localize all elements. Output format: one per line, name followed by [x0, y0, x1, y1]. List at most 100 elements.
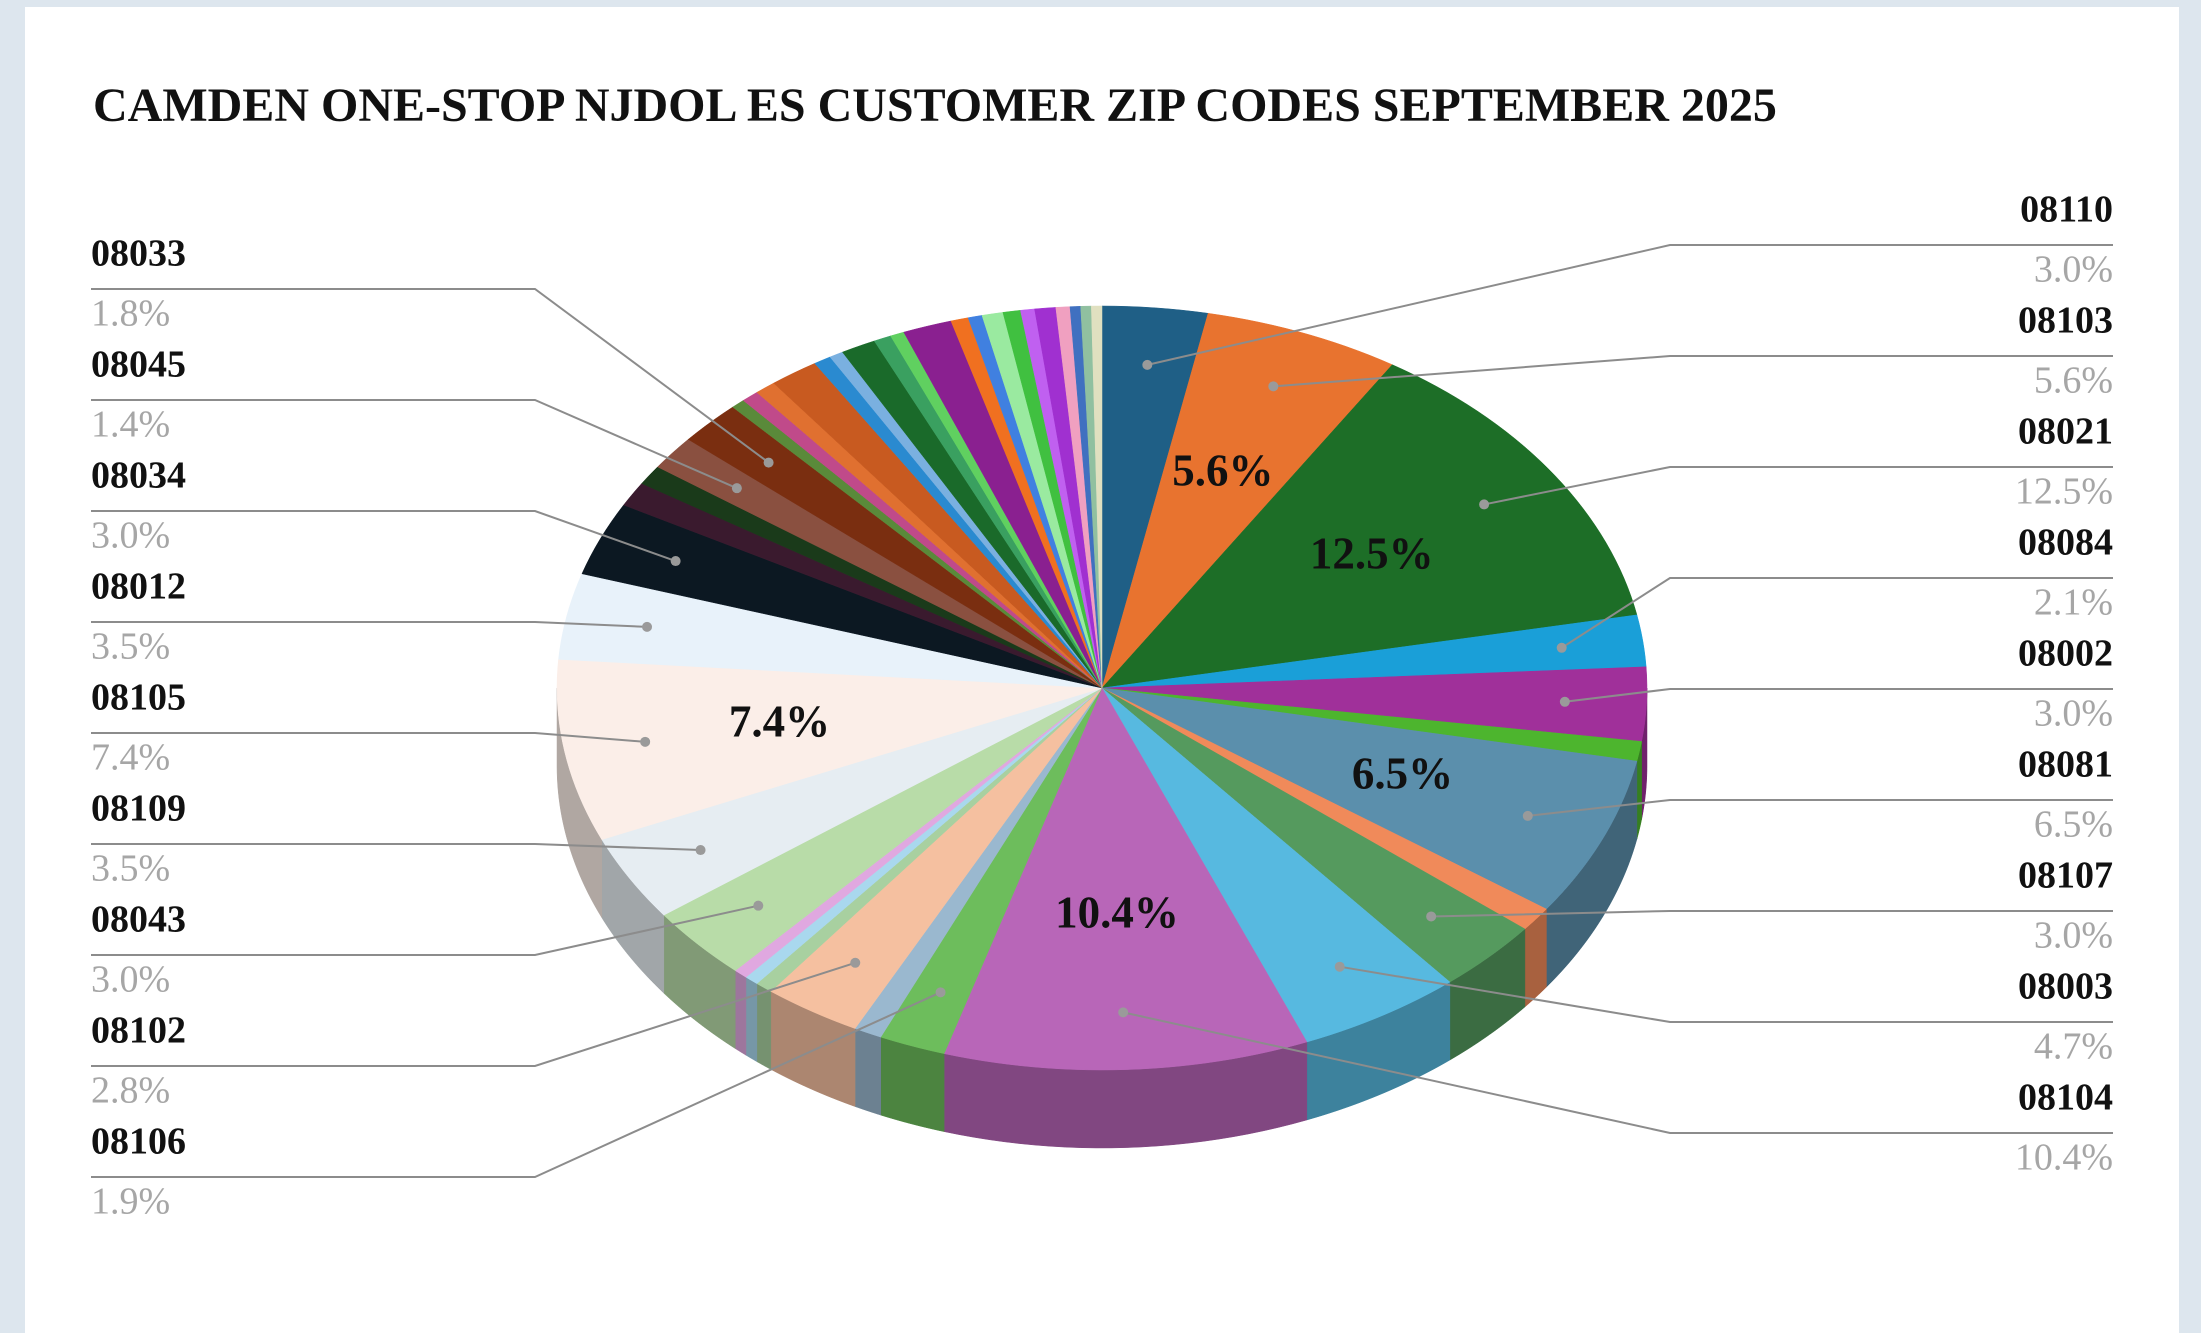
- leader-line: [1527, 799, 2113, 817]
- leader-line: [1483, 466, 2113, 506]
- slice: [558, 573, 1103, 689]
- slice: [1101, 687, 1526, 983]
- leader-line: [91, 991, 941, 1178]
- label-name: 08034: [91, 455, 186, 497]
- label-name: 08084: [2018, 522, 2113, 564]
- label-name: 08012: [91, 566, 186, 608]
- slice: [556, 659, 1103, 840]
- leader-dot: [670, 556, 681, 567]
- slice-label: 10.4%: [1055, 887, 1179, 937]
- leader-line: [91, 399, 738, 490]
- leader-dot: [753, 900, 764, 911]
- label-percent: 3.5%: [91, 848, 170, 890]
- chart-title: CAMDEN ONE-STOP NJDOL ES CUSTOMER ZIP CO…: [93, 79, 1777, 132]
- label-percent: 7.4%: [91, 737, 170, 779]
- label-percent: 3.0%: [2034, 693, 2113, 735]
- leader-dot: [935, 987, 946, 998]
- label-name: 08043: [91, 899, 186, 941]
- label-percent: 6.5%: [2034, 804, 2113, 846]
- leader-line: [91, 843, 701, 852]
- slice: [1101, 687, 1451, 1043]
- label-name: 08107: [2018, 855, 2113, 897]
- label-percent: 2.8%: [91, 1070, 170, 1112]
- leader-line: [91, 510, 676, 562]
- label-percent: 1.4%: [91, 404, 170, 446]
- label-name: 08106: [91, 1121, 186, 1163]
- leader-dot: [850, 957, 861, 968]
- label-percent: 1.8%: [91, 293, 170, 335]
- leader-line: [1122, 1011, 2113, 1134]
- leader-dot: [642, 621, 653, 632]
- leader-dot: [731, 483, 742, 494]
- label-percent: 3.0%: [91, 515, 170, 557]
- slice: [770, 687, 1103, 1029]
- leader-line: [1564, 688, 2113, 703]
- leader-dot: [1118, 1007, 1129, 1018]
- leader-line: [91, 904, 759, 956]
- label-name: 08021: [2018, 411, 2113, 453]
- leader-dot: [640, 736, 651, 747]
- label-name: 08033: [91, 233, 186, 275]
- label-percent: 3.5%: [91, 626, 170, 668]
- label-name: 08002: [2018, 633, 2113, 675]
- label-percent: 3.0%: [2034, 249, 2113, 291]
- label-name: 08109: [91, 788, 186, 830]
- slice: [1101, 313, 1393, 689]
- label-name: 08104: [2018, 1077, 2113, 1119]
- label-name: 08110: [2020, 189, 2113, 231]
- slice-side: [854, 1028, 882, 1116]
- leader-dot: [1268, 381, 1279, 392]
- slice: [1101, 305, 1209, 689]
- slice: [1101, 666, 1648, 742]
- leader-dot: [1559, 696, 1570, 707]
- slice-side: [745, 976, 758, 1063]
- leader-line: [1431, 910, 2113, 918]
- label-name: 08102: [91, 1010, 186, 1052]
- label-percent: 4.7%: [2034, 1026, 2113, 1068]
- leader-line: [1339, 965, 2113, 1023]
- slice: [1101, 364, 1638, 689]
- slice: [687, 406, 1103, 689]
- label-percent: 2.1%: [2034, 582, 2113, 624]
- label-name: 08003: [2018, 966, 2113, 1008]
- label-percent: 5.6%: [2034, 360, 2113, 402]
- slice: [943, 687, 1308, 1071]
- leader-line: [1147, 244, 2113, 366]
- leader-dot: [763, 457, 774, 468]
- label-percent: 3.0%: [2034, 915, 2113, 957]
- leader-dot: [695, 845, 706, 856]
- label-percent: 1.9%: [91, 1181, 170, 1223]
- leader-dot: [1479, 499, 1490, 510]
- label-name: 08105: [91, 677, 186, 719]
- slice-label: 12.5%: [1310, 529, 1434, 579]
- label-name: 08045: [91, 344, 186, 386]
- label-percent: 3.0%: [91, 959, 170, 1001]
- leader-line: [91, 961, 856, 1067]
- slice-label: 5.6%: [1172, 445, 1273, 495]
- slice: [1101, 614, 1647, 689]
- leader-line: [91, 621, 648, 628]
- leader-line: [91, 732, 646, 743]
- label-percent: 12.5%: [2015, 471, 2113, 513]
- leader-dot: [1522, 810, 1533, 821]
- slice: [581, 504, 1103, 689]
- leader-line: [1561, 577, 2113, 649]
- slice: [1091, 305, 1103, 689]
- leader-dot: [1426, 911, 1437, 922]
- leader-line: [91, 288, 770, 464]
- slice: [880, 687, 1103, 1054]
- slice: [663, 687, 1103, 971]
- slice: [1101, 687, 1638, 910]
- label-name: 08103: [2018, 300, 2113, 342]
- leader-dot: [1334, 961, 1345, 972]
- leader-dot: [1556, 642, 1567, 653]
- slice-label: 7.4%: [729, 696, 830, 746]
- leader-line: [1273, 355, 2113, 388]
- label-name: 08081: [2018, 744, 2113, 786]
- leader-dot: [1142, 359, 1153, 370]
- slice-label: 6.5%: [1352, 749, 1453, 799]
- slice-side: [735, 970, 747, 1056]
- slice-side: [756, 983, 772, 1070]
- label-percent: 10.4%: [2015, 1137, 2113, 1179]
